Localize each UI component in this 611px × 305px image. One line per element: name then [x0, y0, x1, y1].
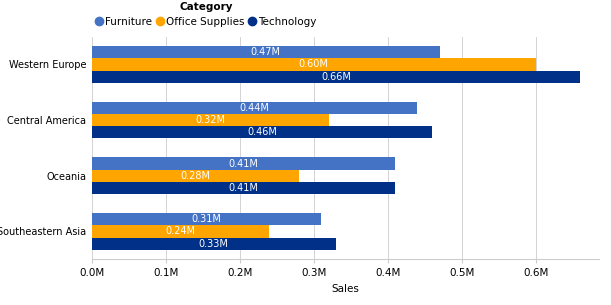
Legend: Furniture, Office Supplies, Technology: Furniture, Office Supplies, Technology: [97, 2, 316, 27]
Bar: [92, 182, 395, 194]
X-axis label: Sales: Sales: [331, 284, 359, 294]
Text: 0.33M: 0.33M: [199, 239, 229, 249]
Bar: [92, 58, 536, 70]
Text: 0.46M: 0.46M: [247, 127, 277, 137]
Bar: [92, 102, 417, 114]
Bar: [92, 170, 299, 182]
Text: 0.32M: 0.32M: [195, 115, 225, 125]
Text: 0.41M: 0.41M: [229, 159, 258, 168]
Bar: [92, 157, 395, 170]
Bar: [92, 70, 580, 83]
Bar: [92, 225, 269, 238]
Text: 0.24M: 0.24M: [166, 226, 196, 236]
Text: 0.47M: 0.47M: [251, 47, 280, 57]
Bar: [92, 213, 321, 225]
Text: 0.66M: 0.66M: [321, 72, 351, 82]
Text: 0.44M: 0.44M: [240, 103, 269, 113]
Bar: [92, 114, 329, 126]
Bar: [92, 46, 439, 58]
Bar: [92, 238, 336, 250]
Text: 0.41M: 0.41M: [229, 183, 258, 193]
Text: 0.60M: 0.60M: [299, 59, 329, 70]
Bar: [92, 126, 432, 138]
Text: 0.28M: 0.28M: [180, 171, 210, 181]
Text: 0.31M: 0.31M: [191, 214, 221, 224]
